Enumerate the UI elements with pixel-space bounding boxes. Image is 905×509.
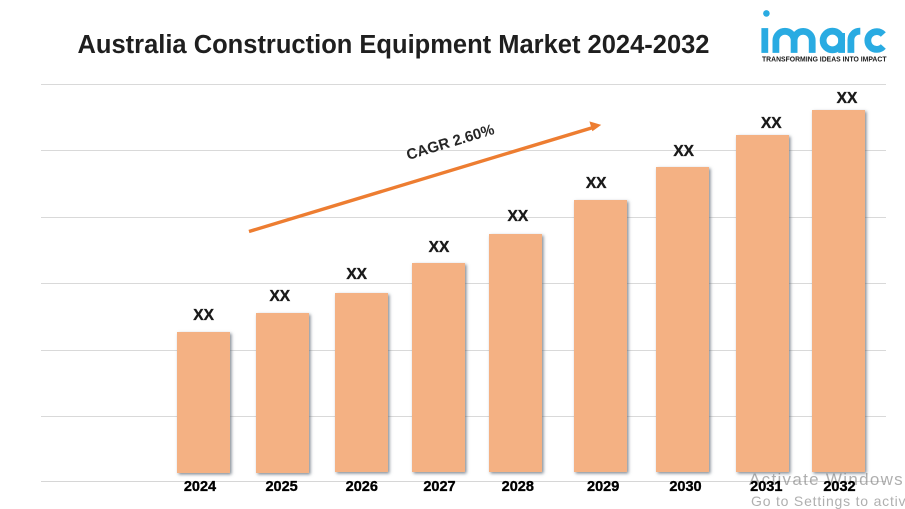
svg-text:TRANSFORMING IDEAS INTO IMPACT: TRANSFORMING IDEAS INTO IMPACT — [762, 54, 887, 63]
